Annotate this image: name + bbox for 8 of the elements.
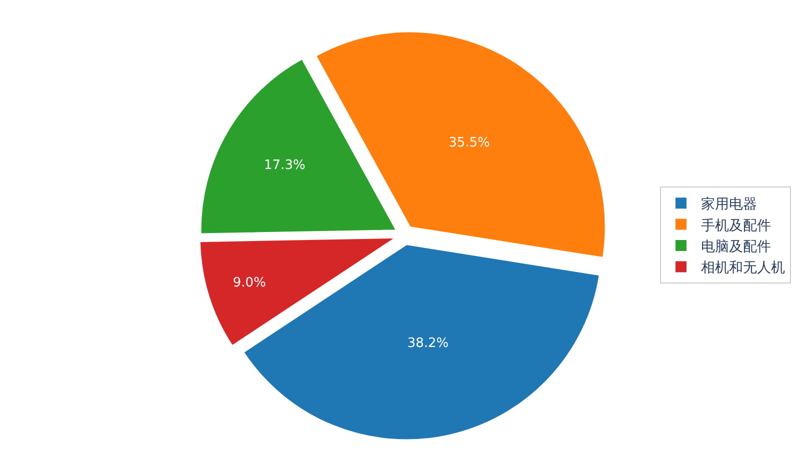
- legend-label: 手机及配件: [701, 218, 771, 234]
- legend-label: 相机和无人机: [701, 260, 785, 276]
- legend-label: 电脑及配件: [701, 238, 771, 255]
- data-label: 38.2%: [407, 336, 449, 351]
- data-label: 35.5%: [448, 135, 490, 150]
- legend-label: 家用电器: [701, 196, 757, 213]
- data-label: 9.0%: [232, 276, 266, 291]
- data-label: 17.3%: [264, 158, 306, 174]
